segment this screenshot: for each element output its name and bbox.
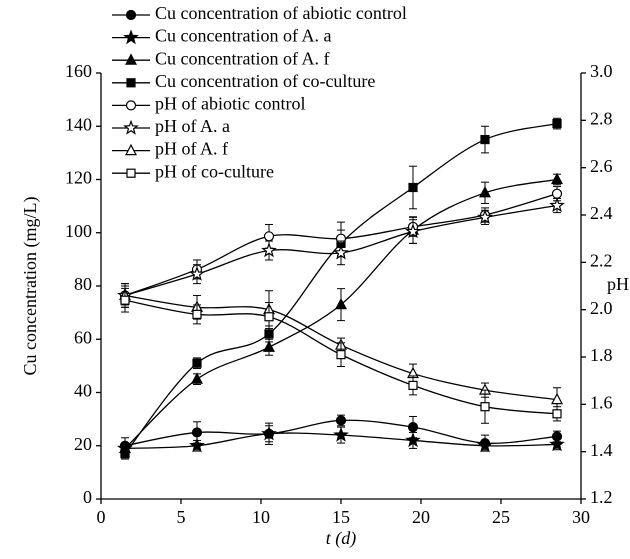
marker [123,29,139,45]
marker [408,182,418,193]
marker [125,9,137,21]
marker [191,372,203,384]
marker [189,265,205,281]
y-tick-label: 160 [65,61,92,81]
x-tick-label: 25 [492,507,510,527]
y-tick-label: 20 [74,434,92,454]
legend-item: pH of A. a [112,116,230,136]
legend-label: Cu concentration of abiotic control [155,3,407,23]
y-axis-label: Cu concentration (mg/L) [20,197,41,376]
marker [552,118,562,129]
marker [551,392,563,405]
marker [552,409,562,419]
marker [126,78,136,88]
legend-label: pH of A. f [155,139,228,159]
marker [549,197,565,213]
marker [480,134,490,145]
y2-tick-label: 2.6 [590,156,613,176]
marker [125,143,137,156]
x-tick-label: 20 [412,507,430,527]
marker [333,244,349,260]
legend-label: Cu concentration of co-culture [155,71,375,91]
marker [261,425,277,441]
y2-tick-label: 1.6 [590,392,613,412]
y2-tick-label: 3.0 [590,61,613,81]
marker [335,297,347,310]
x-tick-label: 10 [252,507,270,527]
marker [192,309,202,319]
legend-item: pH of co-culture [112,161,274,181]
y2-tick-label: 2.0 [590,298,613,318]
legend-label: Cu concentration of A. a [155,26,331,46]
legend-item: Cu concentration of A. a [112,26,331,46]
y-tick-label: 80 [74,274,92,294]
y2-tick-label: 1.4 [590,440,613,460]
marker [120,295,130,305]
y2-tick-label: 1.2 [590,487,613,507]
x-tick-label: 30 [572,507,590,527]
y2-tick-label: 2.2 [590,250,613,270]
marker [405,223,421,239]
y-tick-label: 120 [65,168,92,188]
marker [263,231,275,242]
marker [261,242,277,258]
y2-tick-label: 2.8 [590,108,613,128]
marker [408,380,418,390]
marker [263,340,275,352]
x-axis-label: t (d) [326,528,357,549]
x-tick-label: 5 [177,507,186,527]
marker [551,188,563,199]
marker [264,312,274,322]
marker [477,437,493,453]
marker [336,350,346,360]
marker [479,186,491,198]
marker [126,168,136,178]
y-tick-label: 140 [65,114,92,134]
marker [333,426,349,442]
series [117,425,565,456]
marker [549,436,565,452]
y-tick-label: 100 [65,221,92,241]
legend-label: Cu concentration of A. f [155,48,329,68]
marker [405,432,421,448]
legend-label: pH of abiotic control [155,94,305,114]
legend-label: pH of A. a [155,116,230,136]
marker [477,209,493,224]
y-tick-label: 60 [74,327,92,347]
legend-item: pH of A. f [112,139,228,159]
y-tick-label: 0 [83,487,92,507]
marker [335,415,347,426]
marker [191,427,203,438]
y-tick-label: 40 [74,381,92,401]
marker [123,119,139,135]
series [120,287,562,424]
y2-axis-label: pH [607,274,629,294]
x-tick-label: 0 [97,507,106,527]
marker [189,437,205,453]
y2-tick-label: 1.8 [590,345,613,365]
legend-item: Cu concentration of A. f [112,48,329,68]
marker [125,100,137,111]
legend-item: pH of abiotic control [112,94,305,114]
marker [192,358,202,368]
y2-tick-label: 2.4 [590,203,613,223]
marker [551,172,563,185]
marker [120,449,130,459]
legend-label: pH of co-culture [155,161,274,181]
marker [125,53,137,65]
marker [407,422,419,433]
marker [480,402,490,412]
legend-item: Cu concentration of co-culture [112,71,375,91]
x-tick-label: 15 [332,507,350,527]
legend-item: Cu concentration of abiotic control [112,3,407,23]
